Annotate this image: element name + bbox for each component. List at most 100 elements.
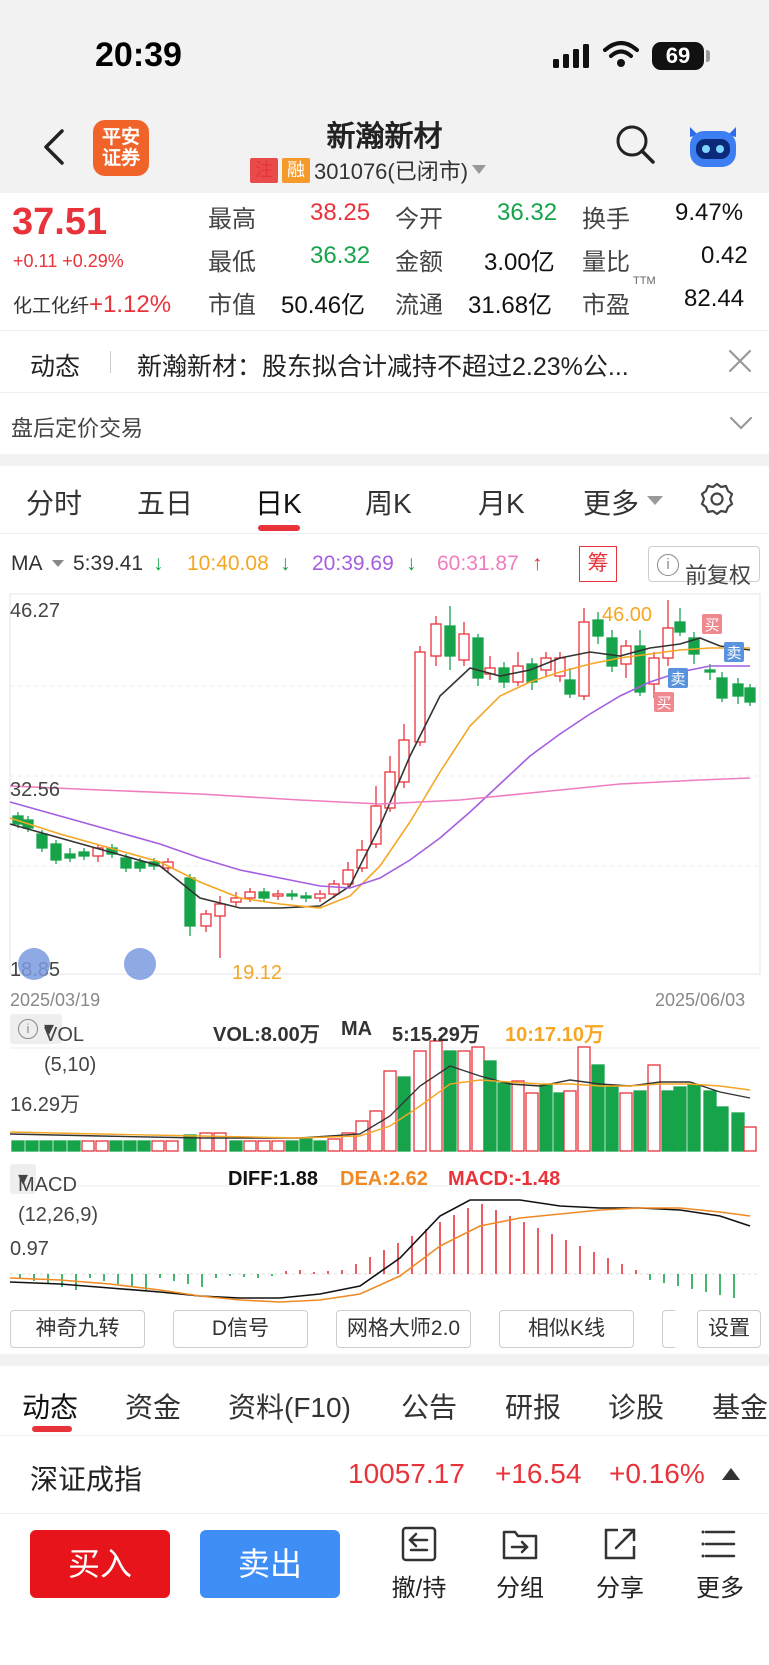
cancel-hold-button[interactable]: 撤/持: [379, 1524, 459, 1603]
tab-monthly-k[interactable]: 月K: [478, 488, 525, 519]
fullscreen-icon[interactable]: [124, 948, 156, 980]
candle-body: [272, 893, 284, 897]
vol-axis-label: 16.29万: [10, 1094, 81, 1116]
candle-body: [634, 645, 646, 693]
volume-bar: [703, 1090, 717, 1152]
tool-settings[interactable]: 设置: [697, 1310, 761, 1348]
quote-value: 50.46亿: [281, 292, 366, 319]
candle-body: [50, 843, 62, 861]
tab-f10[interactable]: 资料(F10): [228, 1392, 351, 1423]
ma-label[interactable]: MA: [11, 552, 43, 575]
tab-diagnosis[interactable]: 诊股: [608, 1392, 665, 1423]
quote-panel: 37.51 +0.11 +0.29% 化工化纤+1.12% 最高 38.25 今…: [0, 193, 769, 328]
after-hours-row[interactable]: 盘后定价交易: [0, 392, 769, 454]
macd-indicator-select[interactable]: MACD (12,26,9) ▾: [10, 1164, 98, 1226]
caret-down-icon: [52, 560, 64, 567]
adjust-mode-button[interactable]: i 前复权: [648, 546, 760, 588]
volume-bar: [471, 1046, 485, 1152]
sell-button[interactable]: 卖出: [200, 1530, 340, 1598]
fast-forward-icon[interactable]: [18, 948, 50, 980]
quote-row: 最低 36.32 金额 3.00亿 量比 0.42: [0, 242, 769, 286]
up-arrow-icon: ↑: [532, 552, 543, 575]
tab-research[interactable]: 研报: [505, 1392, 562, 1423]
tab-fund[interactable]: 基金: [712, 1392, 769, 1423]
group-button[interactable]: 分组: [480, 1524, 560, 1603]
tool-magic-nine[interactable]: 神奇九转: [10, 1310, 145, 1348]
tab-daily-k[interactable]: 日K: [255, 488, 302, 519]
news-headline[interactable]: 新瀚新材：股东拟合计减持不超过2.23%公...: [137, 353, 629, 381]
volume-bar: [715, 1106, 729, 1152]
tab-announcements[interactable]: 公告: [401, 1392, 458, 1423]
quote-label: 市值: [208, 292, 256, 319]
volume-bar: [383, 1070, 397, 1152]
volume-bar: [183, 1134, 197, 1152]
chip-distribution-button[interactable]: 筹: [579, 546, 617, 582]
stock-subtitle[interactable]: 注 融 301076(已闭市): [250, 155, 487, 185]
volume-bar: [429, 1040, 443, 1152]
volume-bar: [511, 1080, 525, 1152]
tab-five-day[interactable]: 五日: [137, 488, 194, 519]
tab-more[interactable]: 更多: [583, 488, 640, 519]
volume-bar: [25, 1140, 39, 1152]
broker-logo: 平安证券: [93, 120, 149, 176]
volume-bar: [591, 1064, 605, 1152]
y-axis-max: 46.27: [10, 600, 61, 622]
candle-body: [512, 665, 524, 683]
after-hours-label: 盘后定价交易: [11, 416, 144, 441]
ma-legend: MA 5:39.41 ↓ 10:40.08 ↓ 20:39.69 ↓ 60:31…: [0, 540, 769, 588]
caret-up-icon[interactable]: [722, 1468, 740, 1480]
index-ticker[interactable]: 深证成指 10057.17 +16.54 +0.16%: [0, 1436, 769, 1514]
battery-icon: 69: [652, 42, 704, 70]
more-button[interactable]: 更多: [680, 1524, 760, 1603]
quote-row: 市值 50.46亿 流通 31.68亿 市盈 TTM 82.44: [0, 275, 769, 329]
volume-bar: [81, 1140, 95, 1152]
back-icon[interactable]: [40, 127, 70, 167]
margin-tag: 融: [282, 157, 310, 183]
news-divider: [110, 351, 111, 373]
ai-assistant-icon[interactable]: [684, 119, 742, 171]
buy-button[interactable]: 买入: [30, 1530, 170, 1598]
signal-icon: [553, 44, 589, 68]
vol-ma-label: MA: [341, 1018, 373, 1040]
vol-indicator-select[interactable]: i VOL (5,10) ▾: [10, 1014, 96, 1076]
folder-icon: [502, 1530, 538, 1560]
volume-bar: [413, 1050, 427, 1152]
tab-funds[interactable]: 资金: [125, 1392, 182, 1423]
tab-intraday[interactable]: 分时: [26, 488, 83, 519]
ma60-value: 60:31.87: [437, 552, 519, 575]
ma10-value: 10:40.08: [187, 552, 269, 575]
news-label: 动态: [30, 353, 81, 381]
tab-weekly-k[interactable]: 周K: [365, 488, 412, 519]
down-arrow-icon: ↓: [153, 552, 164, 575]
candle-body: [134, 861, 146, 869]
volume-bar: [229, 1140, 243, 1152]
trade-marker: [668, 668, 688, 688]
index-change: +16.54: [495, 1458, 582, 1489]
cancel-order-icon: [401, 1526, 437, 1562]
volume-bar: [327, 1138, 341, 1152]
gear-icon[interactable]: [700, 482, 734, 516]
candle-body: [300, 895, 312, 899]
share-button[interactable]: 分享: [580, 1524, 660, 1603]
search-icon[interactable]: [614, 123, 656, 165]
quote-label: 金额: [395, 249, 443, 276]
volume-bar: [687, 1084, 701, 1152]
candle-body: [244, 891, 256, 899]
tool-partial[interactable]: [662, 1310, 675, 1348]
tab-dynamics[interactable]: 动态: [22, 1392, 79, 1423]
volume-bar: [563, 1090, 577, 1152]
sector-change[interactable]: 化工化纤+1.12%: [13, 291, 171, 319]
tool-similar-k[interactable]: 相似K线: [499, 1310, 634, 1348]
close-icon[interactable]: [726, 347, 754, 375]
candle-body: [184, 877, 196, 927]
wifi-icon: [603, 41, 639, 67]
price-change: +0.11 +0.29%: [13, 251, 124, 271]
chevron-down-icon[interactable]: [728, 413, 754, 433]
news-strip[interactable]: 动态 新瀚新材：股东拟合计减持不超过2.23%公...: [0, 330, 769, 392]
kline-panel: [9, 593, 761, 975]
tool-grid-master[interactable]: 网格大师2.0: [336, 1310, 471, 1348]
diff-value: DIFF:1.88: [228, 1168, 319, 1190]
tool-d-signal[interactable]: D信号: [173, 1310, 308, 1348]
